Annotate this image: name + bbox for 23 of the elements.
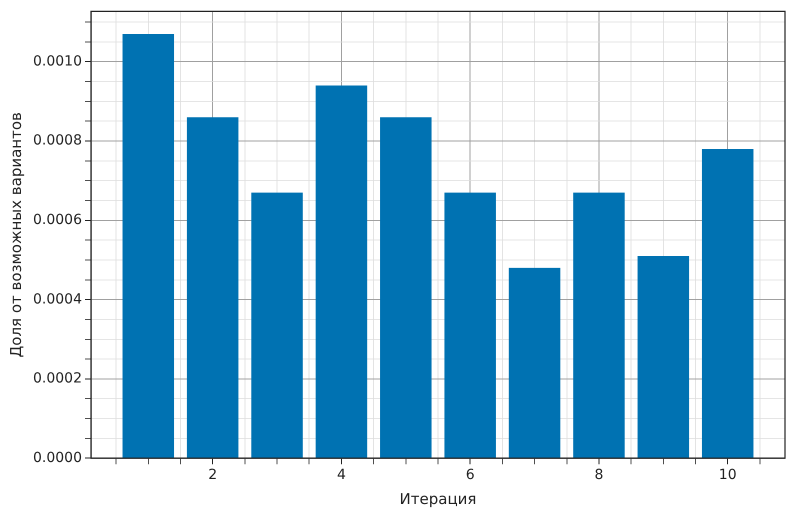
y-tick-label: 0.0000 bbox=[32, 450, 82, 466]
y-tick-label: 0.0008 bbox=[32, 132, 82, 149]
y-tick-label: 0.0006 bbox=[32, 212, 82, 228]
bar bbox=[444, 192, 496, 458]
y-tick-label: 0.0002 bbox=[32, 370, 82, 387]
y-axis-title: Доля от возможных вариантов bbox=[6, 112, 25, 358]
bar bbox=[380, 117, 432, 458]
x-tick-label: 6 bbox=[466, 467, 475, 484]
x-tick-label: 8 bbox=[594, 467, 604, 484]
x-axis-title: Итерация bbox=[400, 490, 476, 508]
y-tick-label: 0.0004 bbox=[32, 291, 82, 308]
bar bbox=[508, 268, 560, 458]
x-tick-label: 2 bbox=[208, 467, 218, 484]
bar bbox=[573, 192, 625, 458]
bar bbox=[316, 86, 368, 458]
bar bbox=[251, 192, 303, 458]
bar bbox=[702, 148, 754, 458]
x-tick-label: 4 bbox=[336, 467, 346, 484]
x-tick-label: 10 bbox=[718, 467, 737, 484]
y-tick-label: 0.0010 bbox=[32, 53, 82, 70]
bar bbox=[186, 117, 238, 458]
bar bbox=[638, 256, 690, 458]
bar bbox=[122, 34, 174, 458]
